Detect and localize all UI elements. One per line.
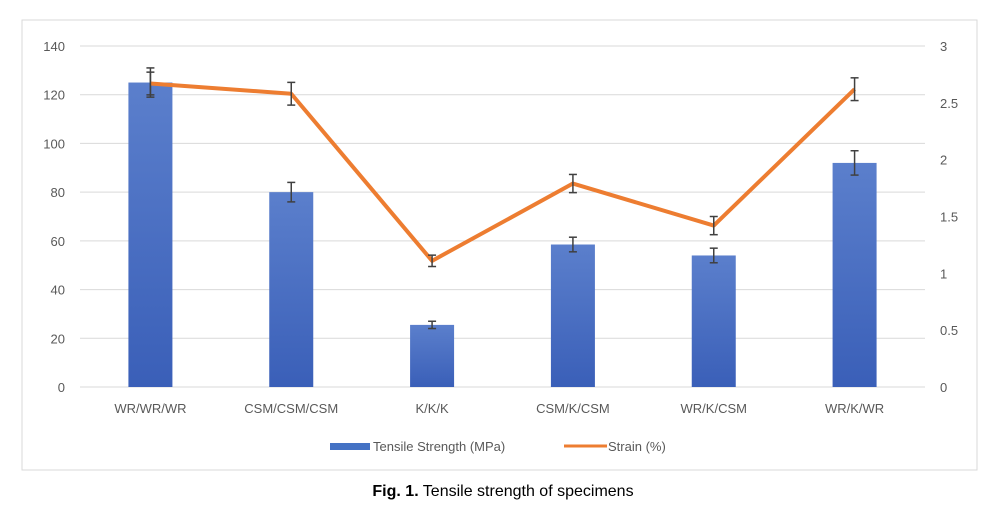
- legend-label: Strain (%): [608, 439, 666, 454]
- left-tick-label: 120: [43, 88, 65, 103]
- x-tick-label: CSM/K/CSM: [536, 401, 610, 416]
- legend-label: Tensile Strength (MPa): [373, 439, 505, 454]
- bar: [128, 83, 172, 387]
- left-tick-label: 100: [43, 136, 65, 151]
- right-tick-label: 2.5: [940, 96, 958, 111]
- left-tick-label: 140: [43, 39, 65, 54]
- right-tick-label: 1: [940, 266, 947, 281]
- left-tick-label: 40: [51, 283, 65, 298]
- right-tick-label: 0.5: [940, 323, 958, 338]
- left-tick-label: 20: [51, 331, 65, 346]
- left-tick-label: 80: [51, 185, 65, 200]
- bar: [692, 255, 736, 387]
- x-tick-label: WR/K/CSM: [681, 401, 747, 416]
- left-tick-label: 0: [58, 380, 65, 395]
- right-tick-label: 0: [940, 380, 947, 395]
- x-tick-label: WR/WR/WR: [114, 401, 186, 416]
- right-tick-label: 1.5: [940, 210, 958, 225]
- bar: [833, 163, 877, 387]
- right-tick-label: 3: [940, 39, 947, 54]
- left-tick-label: 60: [51, 234, 65, 249]
- legend-swatch-bar: [330, 443, 370, 450]
- bar: [551, 245, 595, 387]
- caption-text: Tensile strength of specimens: [419, 483, 634, 500]
- x-tick-label: CSM/CSM/CSM: [244, 401, 338, 416]
- x-tick-label: K/K/K: [415, 401, 449, 416]
- right-tick-label: 2: [940, 153, 947, 168]
- figure-caption: Fig. 1. Tensile strength of specimens: [372, 483, 633, 500]
- caption-label: Fig. 1.: [372, 483, 418, 500]
- bar: [410, 325, 454, 387]
- bar: [269, 192, 313, 387]
- x-tick-label: WR/K/WR: [825, 401, 884, 416]
- legend: Tensile Strength (MPa) Strain (%): [330, 439, 666, 454]
